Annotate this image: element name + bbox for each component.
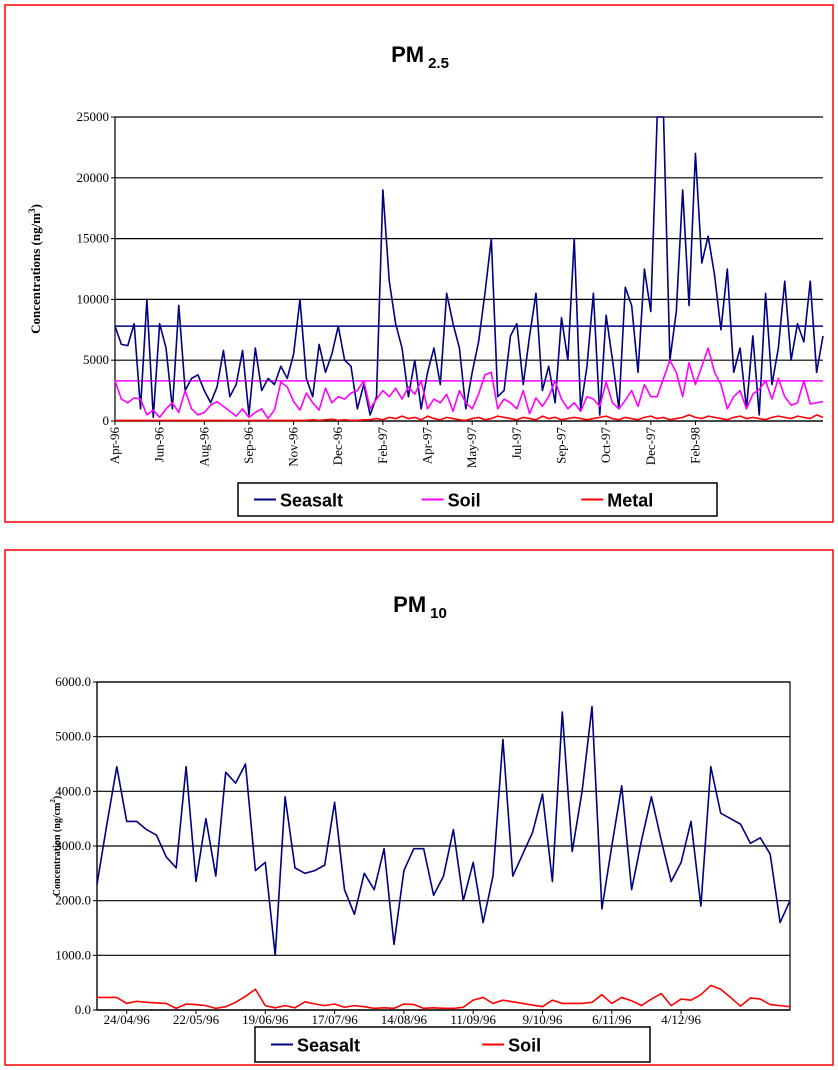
title-subscript: 2.5 bbox=[428, 55, 449, 72]
series-line bbox=[96, 705, 791, 957]
x-tick-label: 9/10/96 bbox=[523, 1012, 563, 1027]
x-tick-label: Oct-97 bbox=[598, 427, 613, 464]
y-tick-label: 5000.0 bbox=[55, 729, 91, 744]
x-tick-label: Jun-96 bbox=[152, 427, 167, 463]
y-tick-label: 6000.0 bbox=[55, 674, 91, 689]
x-tick-label: Feb-97 bbox=[375, 427, 390, 464]
chart-title: PM 10 bbox=[393, 592, 447, 622]
legend-label: Seasalt bbox=[280, 491, 343, 511]
series-line bbox=[115, 414, 824, 422]
legend-box bbox=[254, 1026, 651, 1063]
y-axis-label: Concentrations (ng/m3) bbox=[27, 204, 43, 334]
x-tick-label: Dec-96 bbox=[330, 427, 345, 466]
y-tick-label: 2000.0 bbox=[55, 893, 91, 908]
chart-frame bbox=[4, 549, 834, 1066]
x-tick-label: 14/08/96 bbox=[381, 1012, 428, 1027]
x-tick-label: 4/12/96 bbox=[661, 1012, 701, 1027]
x-tick-label: Nov-96 bbox=[286, 427, 301, 467]
y-tick-label: 4000.0 bbox=[55, 783, 91, 798]
chart-frame bbox=[4, 4, 834, 523]
title-subscript: 10 bbox=[430, 605, 447, 622]
chart-title: PM 2.5 bbox=[391, 42, 449, 72]
x-tick-label: Dec-97 bbox=[643, 427, 658, 466]
y-tick-label: 0 bbox=[103, 413, 110, 428]
y-tick-label: 0.0 bbox=[75, 1002, 91, 1017]
x-tick-label: 19/06/96 bbox=[242, 1012, 289, 1027]
x-tick-label: 11/09/96 bbox=[450, 1012, 496, 1027]
x-tick-label: Feb-98 bbox=[687, 427, 702, 464]
y-label-text: ) bbox=[28, 204, 43, 208]
series-line bbox=[97, 984, 791, 1010]
x-tick-label: Aug-96 bbox=[196, 427, 211, 467]
y-tick-label: 25000 bbox=[77, 109, 110, 124]
x-tick-label: 6/11/96 bbox=[592, 1012, 632, 1027]
y-label-text: Concentration (ng/cm bbox=[52, 802, 63, 896]
title-text: PM bbox=[391, 42, 424, 67]
x-tick-label: Jul-97 bbox=[509, 427, 524, 460]
legend-label: Seasalt bbox=[297, 1036, 360, 1056]
x-tick-label: Sep-97 bbox=[553, 427, 568, 464]
y-label-text: Concentrations (ng/m bbox=[28, 213, 43, 334]
y-label-text: ) bbox=[52, 796, 63, 799]
x-tick-label: 22/05/96 bbox=[173, 1012, 220, 1027]
legend-label: Soil bbox=[508, 1036, 541, 1056]
y-label-superscript: 2 bbox=[49, 799, 57, 803]
legend-label: Soil bbox=[448, 491, 481, 511]
y-tick-label: 1000.0 bbox=[55, 947, 91, 962]
x-tick-label: Sep-96 bbox=[241, 427, 256, 464]
y-tick-label: 5000 bbox=[83, 352, 109, 367]
y-axis-label: Concentration (ng/cm2) bbox=[49, 796, 63, 896]
x-tick-label: Apr-96 bbox=[107, 427, 122, 465]
series-line bbox=[114, 116, 824, 419]
y-tick-label: 10000 bbox=[77, 291, 110, 306]
title-text: PM bbox=[393, 592, 426, 617]
series-line bbox=[114, 347, 824, 420]
legend-label: Metal bbox=[607, 491, 653, 511]
y-tick-label: 15000 bbox=[77, 231, 110, 246]
y-tick-label: 3000.0 bbox=[55, 838, 91, 853]
x-tick-label: 24/04/96 bbox=[104, 1012, 151, 1027]
x-tick-label: 17/07/96 bbox=[311, 1012, 358, 1027]
y-label-superscript: 3 bbox=[27, 208, 37, 213]
legend-box bbox=[237, 482, 718, 517]
x-tick-label: May-97 bbox=[464, 427, 479, 469]
y-tick-label: 20000 bbox=[77, 170, 110, 185]
x-tick-label: Apr-97 bbox=[420, 427, 435, 465]
